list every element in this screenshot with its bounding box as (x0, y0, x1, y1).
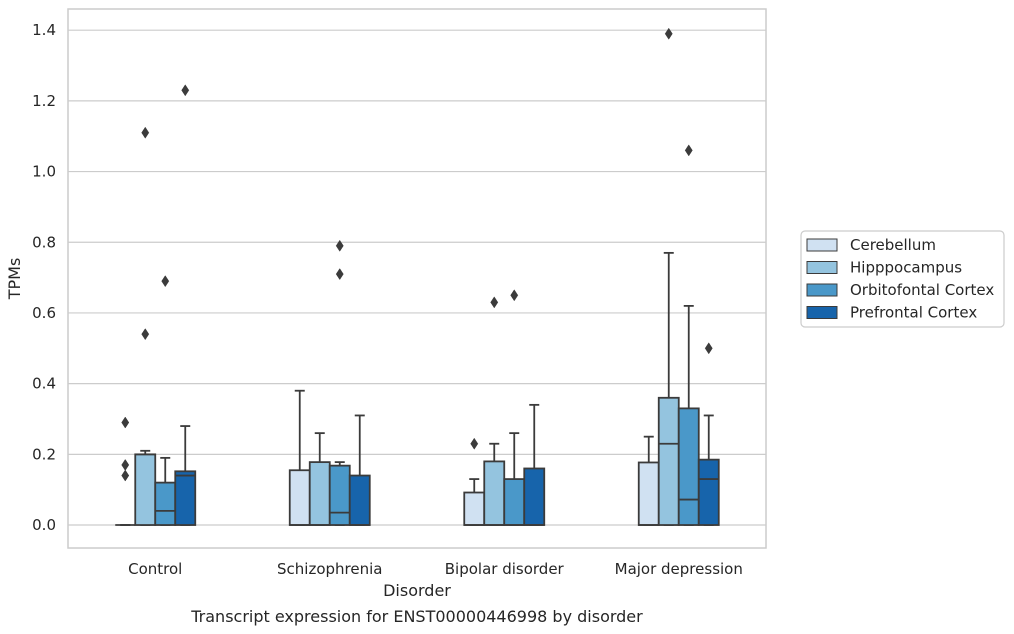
y-tick-label: 0.8 (32, 233, 56, 251)
y-tick-label: 0.0 (32, 516, 56, 534)
outlier-point (141, 126, 150, 139)
gridlines (68, 29, 766, 526)
box-body (288, 469, 311, 526)
chart-caption: Transcript expression for ENST0000044699… (190, 607, 643, 626)
box-body (328, 464, 351, 526)
outlier-point (470, 437, 479, 450)
outlier-point (161, 275, 170, 288)
outlier-point (684, 144, 693, 157)
outlier-point (121, 458, 130, 471)
y-tick-label: 0.6 (32, 304, 56, 322)
box-prefrontal-cortex (174, 84, 197, 526)
box-prefrontal-cortex (523, 403, 546, 526)
x-axis-label: Disorder (383, 581, 451, 600)
y-tick-label: 0.4 (32, 375, 56, 393)
box-body (677, 407, 700, 526)
legend-label: Prefrontal Cortex (850, 304, 977, 322)
box-prefrontal-cortex (348, 414, 371, 526)
x-axis-ticks: Control Schizophrenia Bipolar disorder Majo… (128, 560, 743, 578)
legend-swatch (806, 261, 838, 274)
outlier-point (510, 289, 519, 302)
box-body (483, 460, 506, 526)
box-orbitofontal-cortex (677, 144, 700, 526)
legend-label: Cerebellum (850, 236, 936, 254)
x-tick-label: Schizophrenia (277, 560, 382, 578)
box-hipppocampus (483, 296, 506, 526)
y-axis-label: TPMs (5, 258, 24, 301)
box-orbitofontal-cortex (328, 239, 351, 526)
box-hipppocampus (308, 432, 331, 526)
box-body (523, 467, 546, 526)
box-cerebellum (115, 416, 136, 526)
x-tick-label: Control (128, 560, 182, 578)
outlier-point (181, 84, 190, 97)
box-orbitofontal-cortex (503, 289, 526, 526)
y-tick-label: 1.0 (32, 163, 56, 181)
box-body (348, 474, 371, 526)
outlier-point (121, 469, 130, 482)
legend-label: Hipppocampus (850, 259, 962, 277)
box-body (657, 396, 680, 526)
legend-swatch (806, 283, 838, 297)
box-body (463, 491, 486, 526)
legend-swatch (806, 306, 838, 319)
box-body (697, 458, 720, 526)
y-axis-ticks: 0.0 0.2 0.4 0.6 0.8 1.0 1.2 1.4 (32, 21, 56, 534)
y-tick-label: 1.2 (32, 92, 56, 110)
box-body (154, 481, 177, 526)
box-cerebellum (463, 437, 486, 526)
y-tick-label: 0.2 (32, 445, 56, 463)
outlier-point (335, 268, 344, 281)
box-body (503, 478, 526, 526)
x-tick-label: Major depression (615, 560, 743, 578)
outlier-point (490, 296, 499, 309)
box-cerebellum (288, 389, 311, 526)
x-tick-label: Bipolar disorder (445, 560, 565, 578)
box-hipppocampus (134, 126, 157, 526)
legend-label: Orbitofontal Cortex (850, 281, 994, 299)
box-hipppocampus (657, 27, 680, 526)
outlier-point (141, 328, 150, 341)
box-body (134, 453, 157, 526)
box-body (174, 470, 197, 526)
box-cerebellum (637, 435, 660, 526)
box-prefrontal-cortex (697, 342, 720, 526)
boxes (115, 27, 720, 526)
outlier-point (335, 239, 344, 252)
box-body (308, 461, 331, 526)
legend-swatch (806, 238, 838, 252)
legend: Cerebellum Hipppocampus Orbitofontal Corte… (800, 230, 1005, 328)
box-body (637, 461, 660, 526)
y-tick-label: 1.4 (32, 21, 56, 39)
plot-frame (67, 8, 767, 549)
legend-frame (800, 230, 1005, 328)
outlier-point (664, 27, 673, 40)
outlier-point (704, 342, 713, 355)
outlier-point (121, 416, 130, 429)
